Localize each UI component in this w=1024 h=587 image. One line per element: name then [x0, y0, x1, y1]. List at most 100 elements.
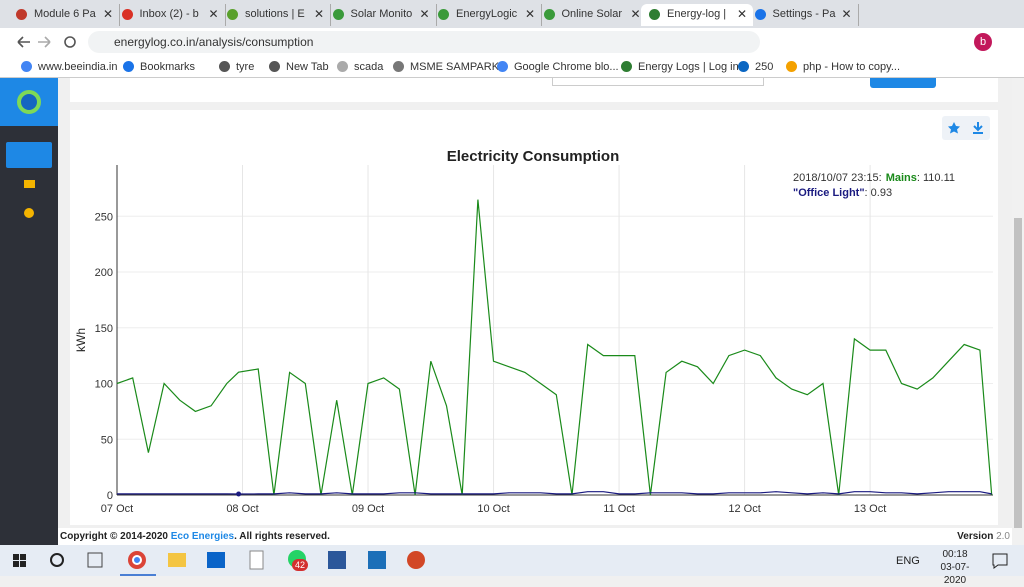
bookmark[interactable]: 250 [755, 61, 774, 73]
bookmark[interactable]: Energy Logs | Log in [638, 61, 739, 73]
clock-time: 00:18 [942, 549, 968, 560]
x-tick-label: 07 Oct [101, 503, 133, 515]
bookmark[interactable]: Bookmarks [140, 61, 196, 73]
bookmark[interactable]: www.beeindia.in [38, 61, 118, 73]
nav-item-active[interactable] [6, 142, 52, 168]
x-tick-label: 11 Oct [603, 503, 635, 515]
nav-item[interactable] [24, 180, 35, 188]
bookmark[interactable]: php - How to copy... [803, 61, 901, 73]
chart: Electricity Consumption kWh 0 50 100 150 200 25… [74, 148, 993, 515]
tab-icon [754, 9, 766, 20]
bookmark[interactable]: New Tab [286, 61, 329, 73]
tab-close[interactable]: ✕ [102, 7, 113, 21]
tooltip-line: "Office Light": 0.93 [793, 187, 892, 199]
tooltip-value: : 110.11 [917, 172, 955, 184]
tab-title: EnergyLogic [456, 8, 518, 20]
tab-close[interactable]: ✕ [841, 7, 852, 21]
tab-close[interactable]: ✕ [736, 7, 747, 21]
tab-icon [227, 9, 238, 20]
version-label: Version [957, 531, 994, 542]
bookmark-icon [269, 61, 280, 72]
address-bar: energylog.co.in/analysis/consumption b [0, 28, 1024, 57]
bookmark[interactable]: Google Chrome blo... [514, 61, 619, 73]
tab-title: Energy-log | [667, 8, 727, 20]
hover-point [236, 491, 242, 497]
button[interactable] [870, 78, 936, 88]
y-tick-label: 150 [95, 323, 113, 335]
tab-strip: Module 6 Pa ✕ Inbox (2) - b ✕ solutions | E ✕… [0, 0, 1024, 28]
url-field[interactable]: energylog.co.in/analysis/consumption [88, 31, 760, 53]
bookmark-icon [738, 61, 749, 72]
y-tick-label: 100 [95, 379, 113, 391]
chart-actions[interactable] [942, 116, 990, 140]
browser-tab[interactable]: solutions | E ✕ [219, 4, 331, 26]
tab-icon [332, 9, 344, 20]
select[interactable] [552, 78, 764, 86]
tab-title: Solar Monito [350, 8, 413, 20]
tooltip-series: "Office Light" [793, 187, 865, 199]
footer: Copyright © 2014-2020 Eco Energies. All … [58, 528, 1012, 545]
x-tick-label: 12 Oct [728, 503, 760, 515]
x-tick-label: 09 Oct [352, 503, 384, 515]
browser-tab[interactable]: Online Solar ✕ [536, 4, 648, 26]
tab-icon [16, 9, 27, 20]
bookmark[interactable]: tyre [236, 61, 255, 73]
browser-tab[interactable]: Module 6 Pa ✕ [8, 4, 120, 26]
nav-item[interactable] [24, 208, 34, 218]
x-tick-label: 08 Oct [226, 503, 258, 515]
tooltip-line: 2018/10/07 23:15: Mains: 110.11 [793, 172, 955, 184]
bookmark-icon [21, 61, 32, 72]
clock-date: 03-07-2020 [940, 562, 970, 586]
bookmark-icon [786, 61, 797, 72]
notifications[interactable] [990, 551, 1010, 571]
x-tick-label: 10 Oct [477, 503, 509, 515]
scrollbar[interactable] [1012, 78, 1024, 545]
bookmark-icon [621, 61, 632, 72]
browser-tab[interactable]: EnergyLogic ✕ [430, 4, 542, 26]
browser-tab[interactable]: Inbox (2) - b ✕ [114, 4, 226, 26]
company-link[interactable]: Eco Energies [170, 531, 235, 542]
profile-avatar[interactable]: b [974, 33, 992, 51]
tab-title: Online Solar [561, 8, 623, 20]
input-language[interactable]: ENG [896, 555, 920, 567]
tab-close[interactable]: ✕ [419, 7, 430, 21]
tab-title: solutions | E [245, 8, 305, 20]
tab-icon [543, 9, 555, 20]
version: 2.0 [996, 531, 1010, 542]
tooltip-series: Mains [886, 172, 917, 184]
y-tick-label: 50 [101, 434, 113, 446]
taskbar-apps[interactable] [0, 545, 460, 576]
bookmark-icon [123, 61, 134, 72]
chart-action-icons[interactable] [942, 116, 990, 140]
y-tick-label: 250 [95, 211, 113, 223]
bookmark[interactable]: scada [354, 61, 384, 73]
tab-title: Inbox (2) - b [139, 8, 199, 20]
tab-title: Settings - Pa [772, 8, 836, 20]
clock[interactable]: 00:18 03-07-2020 [930, 548, 980, 587]
tab-close[interactable]: ✕ [524, 7, 535, 21]
tooltip-time: 2018/10/07 23:15: [793, 172, 882, 184]
tab-icon [438, 9, 449, 20]
tab-close[interactable]: ✕ [630, 7, 641, 21]
bookmark-icon [337, 61, 348, 72]
tab-close[interactable]: ✕ [313, 7, 324, 21]
notification-badge: 42 [292, 559, 309, 571]
tab-title: Module 6 Pa [34, 8, 96, 20]
sidebar [0, 78, 58, 545]
browser-tab[interactable]: Solar Monito ✕ [325, 4, 437, 26]
bookmark[interactable]: MSME SAMPARK [410, 61, 500, 73]
y-tick-label: 200 [95, 267, 113, 279]
copyright: Copyright © 2014-2020 [60, 531, 168, 542]
chart-title: Electricity Consumption [447, 148, 620, 165]
browser-tab[interactable]: Energy-log | ✕ [641, 4, 753, 26]
bookmark-icon [393, 61, 404, 72]
nav-buttons[interactable] [0, 28, 90, 57]
tab-close[interactable]: ✕ [208, 7, 219, 21]
bookmarks-bar: www.beeindia.in Bookmarks tyre New Tab scada… [0, 57, 1024, 78]
series-line [117, 491, 992, 495]
browser-tab[interactable]: Settings - Pa ✕ [747, 4, 859, 26]
logo[interactable] [0, 78, 58, 126]
tab-icon [649, 9, 660, 20]
